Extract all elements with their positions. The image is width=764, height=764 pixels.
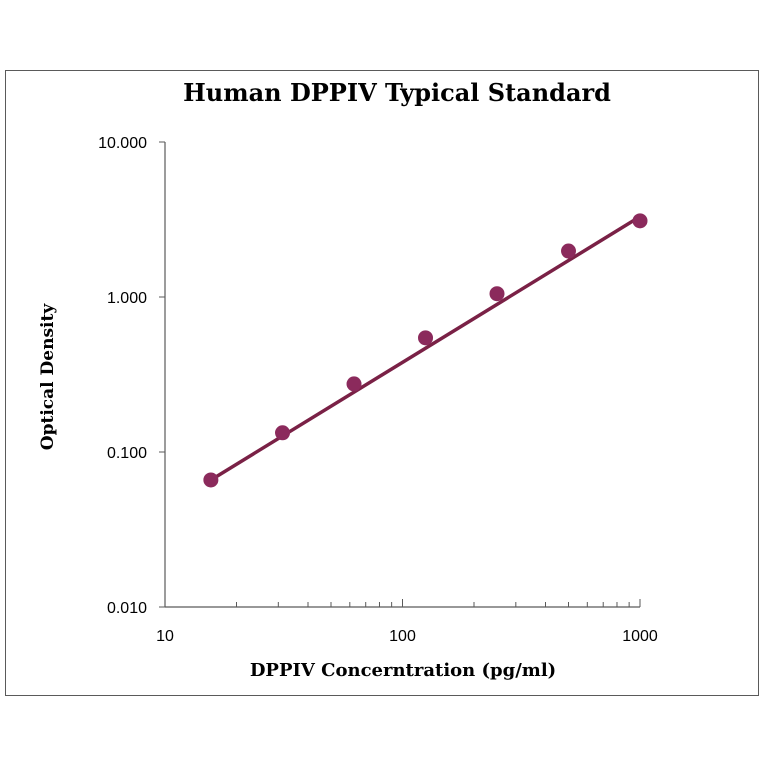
y-tick-label: 10.000 <box>98 135 147 152</box>
x-tick-label: 100 <box>389 628 416 645</box>
data-point <box>561 243 577 259</box>
y-tick-label: 1.000 <box>107 290 147 307</box>
x-tick-label: 10 <box>156 628 174 645</box>
data-point <box>489 286 505 302</box>
chart-frame <box>5 70 759 696</box>
fit-line <box>209 214 642 482</box>
data-point <box>203 472 219 488</box>
data-point <box>275 425 291 441</box>
y-tick-label: 0.100 <box>107 445 147 462</box>
y-tick-label: 0.010 <box>107 600 147 617</box>
x-tick-label: 1000 <box>622 628 658 645</box>
x-axis-label: DPPIV Concerntration (pg/ml) <box>249 660 557 681</box>
data-point <box>346 376 362 392</box>
data-point <box>418 330 434 346</box>
chart-title: Human DPPIV Typical Standard <box>183 78 611 107</box>
data-point <box>632 213 648 229</box>
